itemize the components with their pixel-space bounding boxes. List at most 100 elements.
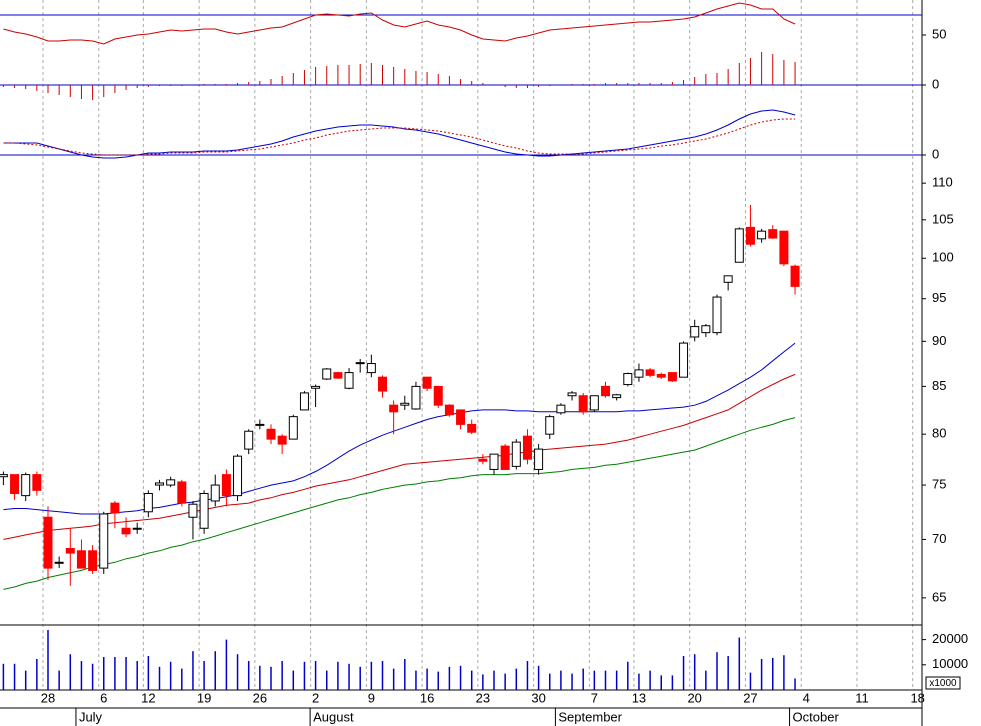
candle-body bbox=[255, 423, 265, 426]
candle-body bbox=[645, 369, 655, 376]
x-tick-label: 27 bbox=[743, 690, 757, 705]
x-tick-label: 23 bbox=[476, 690, 490, 705]
y-tick-label: 75 bbox=[932, 476, 946, 491]
candle-body bbox=[244, 430, 254, 450]
candle-body bbox=[389, 404, 399, 413]
candle-body bbox=[221, 474, 231, 497]
candle-body bbox=[344, 372, 354, 389]
unit-label: x1000 bbox=[929, 678, 957, 689]
candle-body bbox=[467, 423, 477, 433]
series-line bbox=[3, 2, 796, 45]
candle-body bbox=[121, 527, 131, 535]
y-tick-label: 50 bbox=[932, 26, 946, 41]
candle-body bbox=[54, 561, 64, 564]
candle-body bbox=[634, 369, 644, 378]
candle-body bbox=[199, 493, 209, 529]
x-tick-label: 13 bbox=[632, 690, 646, 705]
month-label: October bbox=[793, 709, 840, 724]
candle-body bbox=[400, 402, 410, 406]
x-tick-label: 20 bbox=[687, 690, 701, 705]
month-label: July bbox=[79, 709, 103, 724]
y-tick-label: 0 bbox=[932, 76, 939, 91]
candle-body bbox=[110, 502, 120, 514]
y-tick-label: 70 bbox=[932, 531, 946, 546]
x-tick-label: 9 bbox=[368, 690, 375, 705]
x-tick-label: 18 bbox=[910, 690, 924, 705]
series-line bbox=[3, 373, 796, 540]
candle-body bbox=[545, 416, 555, 435]
x-tick-label: 19 bbox=[197, 690, 211, 705]
month-label: August bbox=[313, 709, 354, 724]
candle-body bbox=[210, 484, 220, 502]
y-tick-label: 110 bbox=[932, 175, 953, 190]
candle-body bbox=[266, 428, 276, 440]
candle-body bbox=[277, 435, 287, 445]
candle-body bbox=[422, 376, 432, 389]
candle-body bbox=[10, 474, 20, 495]
candle-body bbox=[378, 376, 387, 392]
x-tick-label: 11 bbox=[855, 690, 869, 705]
x-tick-label: 16 bbox=[420, 690, 434, 705]
candle-body bbox=[188, 503, 198, 518]
candle-body bbox=[233, 455, 243, 497]
candle-body bbox=[601, 385, 610, 397]
candle-body bbox=[690, 326, 700, 338]
x-tick-label: 28 bbox=[41, 690, 55, 705]
candle-body bbox=[589, 395, 599, 411]
candle-body bbox=[0, 474, 8, 478]
candle-body bbox=[489, 453, 499, 470]
candle-body bbox=[155, 482, 164, 486]
candle-body bbox=[166, 479, 176, 486]
candle-body bbox=[132, 527, 142, 530]
candle-body bbox=[143, 493, 153, 513]
candle-body bbox=[790, 265, 800, 287]
candle-body bbox=[656, 373, 666, 378]
candle-body bbox=[444, 404, 454, 416]
series-line bbox=[3, 118, 796, 156]
candle-body bbox=[701, 325, 711, 334]
x-tick-label: 6 bbox=[100, 690, 107, 705]
y-tick-label: 65 bbox=[932, 589, 946, 604]
x-tick-label: 30 bbox=[531, 690, 545, 705]
y-tick-label: 10000 bbox=[932, 656, 968, 671]
candle-body bbox=[556, 404, 566, 414]
candle-body bbox=[355, 362, 365, 365]
candle-body bbox=[679, 342, 689, 378]
candle-body bbox=[311, 385, 321, 389]
unit-box bbox=[925, 676, 961, 690]
candle-body bbox=[734, 228, 744, 263]
grid bbox=[42, 0, 914, 690]
x-tick-label: 4 bbox=[803, 690, 810, 705]
candle-body bbox=[745, 226, 755, 245]
candle-body bbox=[299, 392, 309, 411]
series-line bbox=[3, 342, 796, 515]
candle-body bbox=[333, 372, 343, 379]
month-label: September bbox=[558, 709, 622, 724]
candle-body bbox=[534, 448, 544, 470]
x-tick-label: 2 bbox=[312, 690, 319, 705]
y-tick-label: 95 bbox=[932, 290, 946, 305]
x-tick-label: 12 bbox=[141, 690, 155, 705]
y-tick-label: 100 bbox=[932, 250, 954, 265]
candle-body bbox=[500, 445, 510, 470]
candle-body bbox=[712, 296, 722, 334]
candle-body bbox=[667, 372, 677, 382]
candle-body bbox=[411, 385, 421, 410]
y-tick-label: 105 bbox=[932, 211, 954, 226]
candle-body bbox=[322, 368, 332, 380]
x-tick-label: 7 bbox=[591, 690, 598, 705]
candle-body bbox=[65, 548, 75, 554]
candle-body bbox=[88, 550, 98, 571]
candle-body bbox=[21, 474, 31, 497]
y-tick-label: 85 bbox=[932, 378, 946, 393]
candle-body bbox=[177, 481, 187, 504]
candle-body bbox=[366, 363, 376, 374]
candle-body bbox=[768, 229, 778, 239]
series-line bbox=[3, 417, 796, 590]
candle-body bbox=[612, 394, 622, 399]
candle-body bbox=[478, 458, 488, 462]
y-tick-label: 20000 bbox=[932, 631, 968, 646]
